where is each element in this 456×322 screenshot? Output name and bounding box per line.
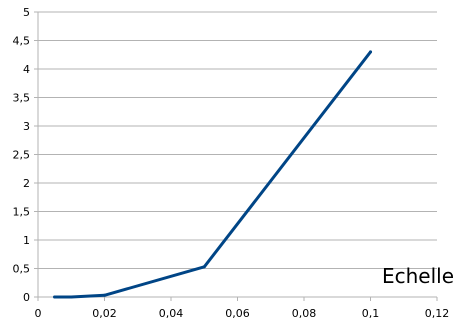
y-tick-label-6: 3 <box>23 120 30 133</box>
data-point-0-3 <box>202 265 206 269</box>
x-tick-label-3: 0,06 <box>225 307 250 320</box>
y-axis-tick-labels: 0 0,5 1 1,5 2 2,5 3 3,5 4 4,5 5 <box>13 6 31 304</box>
y-tick-label-4: 2 <box>23 177 30 190</box>
data-point-0-0 <box>53 295 57 299</box>
y-tick-label-1: 0,5 <box>13 263 31 276</box>
x-axis-tick-labels: 0 0,02 0,04 0,06 0,08 0,1 0,12 <box>35 307 450 320</box>
gridlines <box>34 11 438 301</box>
y-tick-label-3: 1,5 <box>13 206 31 219</box>
x-tick-label-0: 0 <box>35 307 42 320</box>
series-group <box>53 50 372 299</box>
y-tick-label-10: 5 <box>23 6 30 19</box>
x-tick-label-2: 0,04 <box>159 307 184 320</box>
y-tick-label-8: 4 <box>23 63 30 76</box>
data-point-0-2 <box>103 293 106 297</box>
data-point-0-4 <box>369 50 372 54</box>
x-tick-label-6: 0,12 <box>425 307 450 320</box>
x-tick-label-5: 0,1 <box>362 307 380 320</box>
y-tick-label-5: 2,5 <box>13 149 31 162</box>
series-line-0 <box>53 50 372 299</box>
data-point-0-1 <box>69 295 73 299</box>
y-tick-label-7: 3,5 <box>13 92 31 105</box>
y-tick-label-9: 4,5 <box>13 35 31 48</box>
y-tick-label-2: 1 <box>23 234 30 247</box>
y-tick-label-0: 0 <box>23 291 30 304</box>
x-axis-title: Echelle <box>382 264 454 288</box>
x-tick-label-1: 0,02 <box>92 307 117 320</box>
x-tick-label-4: 0,08 <box>292 307 317 320</box>
